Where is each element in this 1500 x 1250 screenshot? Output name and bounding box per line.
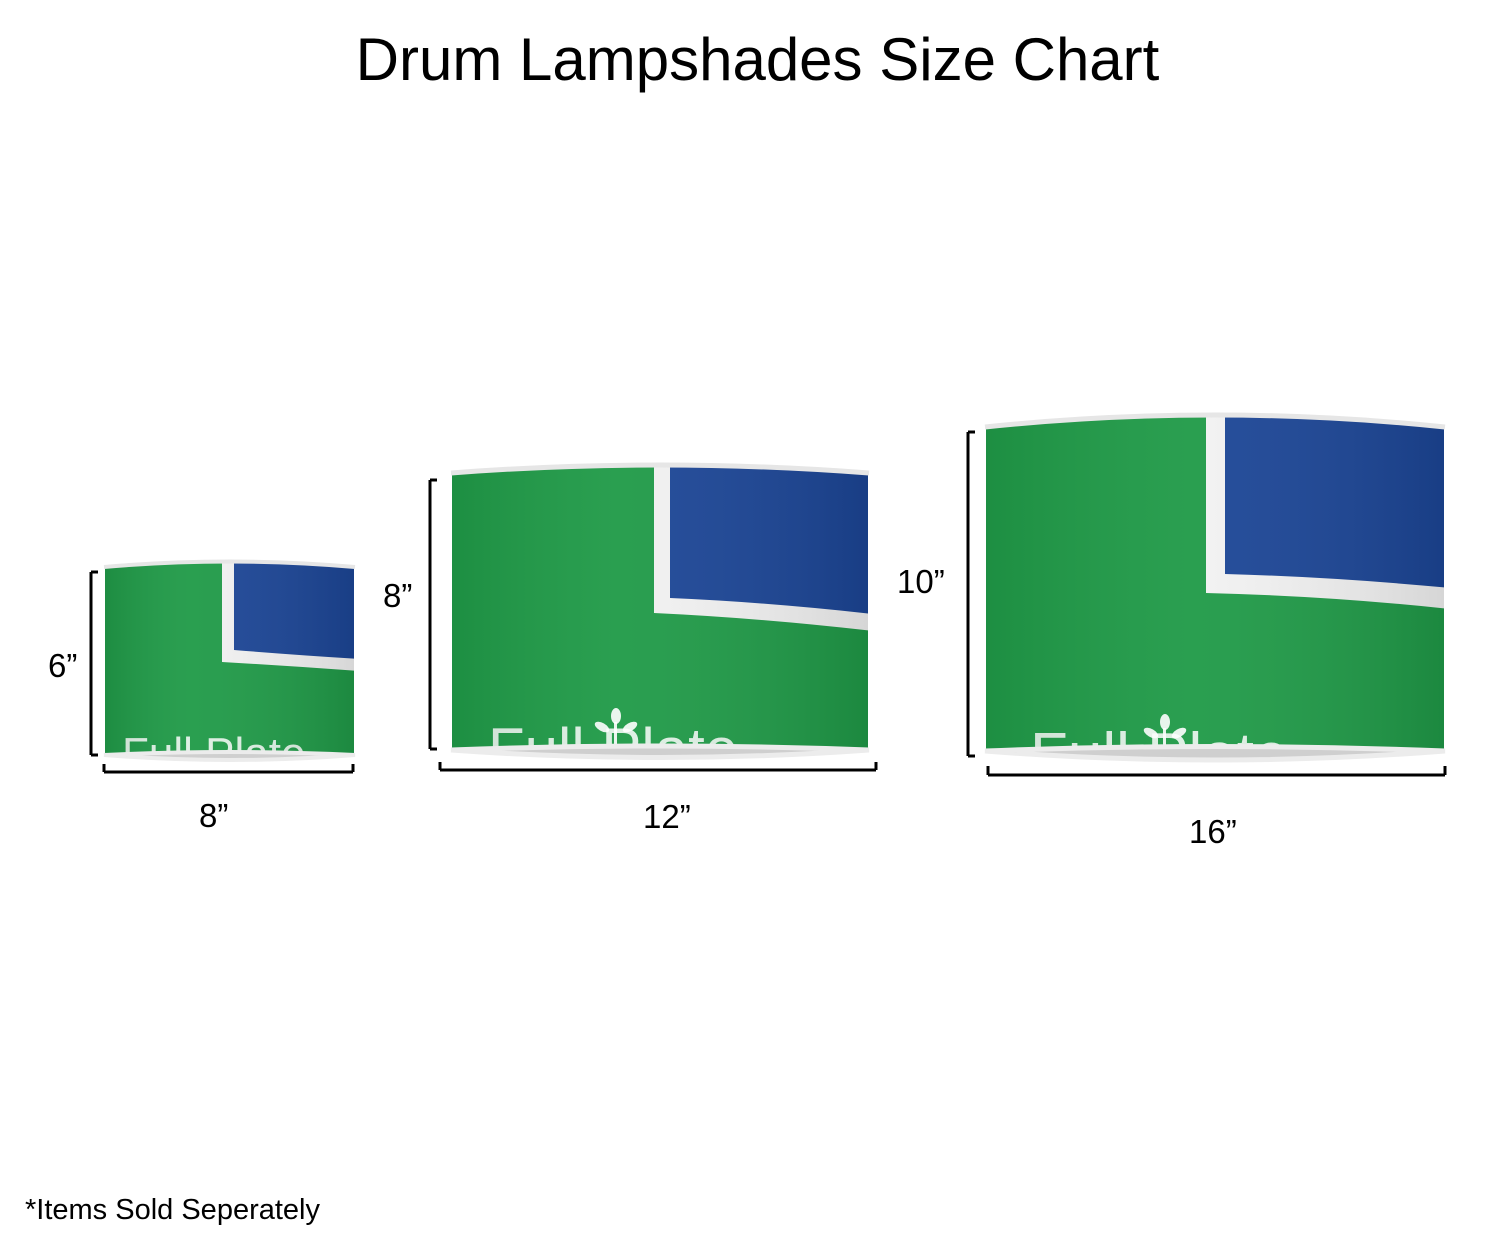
shade-top-rim [450,462,870,476]
shade-top-rim [103,559,356,569]
shade-bottom-rim [984,744,1446,763]
width-bracket [438,762,878,772]
width-label-small: 8” [199,797,229,834]
height-label-medium: 8” [383,577,413,614]
page-title: Drum Lampshades Size Chart [355,26,1160,93]
footnote: *Items Sold Seperately [25,1194,320,1226]
width-label-large: 16” [1189,813,1237,850]
height-label-large: 10” [897,563,945,600]
height-bracket [966,430,975,758]
shade-bottom-rim [103,750,356,762]
shade-body: Full Plate [986,416,1444,759]
height-bracket [89,570,98,757]
shade-body: Full Plate [452,466,868,757]
shade-bottom-rim [450,743,870,760]
width-bracket [102,764,355,774]
shade-top-rim [984,412,1446,430]
width-label-medium: 12” [643,798,691,835]
width-bracket [986,766,1447,777]
height-label-small: 6” [48,647,78,684]
height-bracket [428,478,437,751]
